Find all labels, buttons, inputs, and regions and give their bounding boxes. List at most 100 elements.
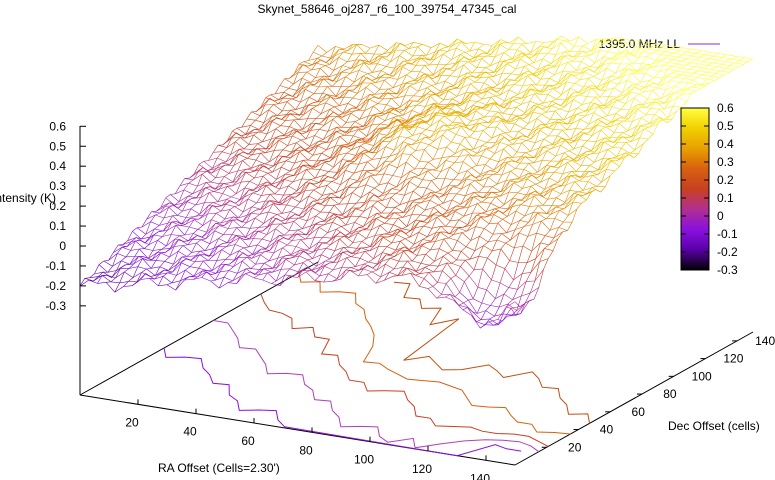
mesh-line-x (622, 136, 632, 142)
mesh-line-y (322, 86, 328, 94)
mesh-line-x (93, 275, 103, 282)
mesh-line-x (408, 198, 418, 202)
mesh-line-y (204, 243, 211, 251)
mesh-line-x (582, 145, 592, 151)
mesh-line-y (482, 257, 488, 270)
mesh-line-y (595, 142, 601, 153)
mesh-line-x (535, 89, 545, 92)
mesh-line-y (476, 212, 482, 216)
mesh-line-y (411, 104, 417, 111)
mesh-line-y (554, 65, 560, 76)
mesh-line-y (591, 39, 597, 51)
mesh-line-y (363, 261, 369, 265)
mesh-line-y (580, 156, 586, 166)
mesh-line-x (535, 41, 545, 43)
mesh-line-y (285, 257, 291, 260)
mesh-line-x (492, 248, 501, 252)
mesh-line-y (512, 192, 518, 199)
mesh-line-y (493, 210, 499, 215)
mesh-line-y (158, 276, 164, 286)
mesh-line-y (645, 67, 651, 74)
mesh-line-x (178, 201, 188, 209)
mesh-line-x (610, 75, 620, 78)
mesh-line-y (326, 141, 332, 150)
mesh-line-y (172, 263, 178, 273)
mesh-line-y (386, 242, 392, 247)
mesh-line-x (162, 221, 173, 232)
mesh-line-y (558, 55, 565, 66)
mesh-line-y (465, 183, 471, 196)
mesh-line-y (319, 266, 325, 277)
mesh-line-x (468, 299, 478, 314)
mesh-line-y (582, 50, 587, 53)
mesh-line-y (477, 130, 484, 140)
mesh-line-y (430, 241, 436, 251)
mesh-line-y (392, 79, 399, 88)
mesh-line-y (379, 161, 386, 172)
mesh-line-y (496, 88, 502, 93)
mesh-line-x (423, 225, 433, 229)
mesh-line-x (335, 144, 344, 147)
mesh-line-x (270, 94, 280, 100)
mesh-line-y (498, 52, 505, 63)
mesh-line-y (591, 141, 597, 151)
mesh-line-y (566, 171, 572, 177)
mesh-line-y (269, 241, 275, 251)
mesh-line-x (398, 144, 408, 154)
mesh-line-x (490, 305, 500, 308)
mesh-line-y (619, 55, 626, 65)
mesh-line-x (133, 258, 143, 265)
mesh-line-y (341, 161, 347, 170)
mesh-line-x (467, 154, 477, 166)
mesh-line-y (620, 50, 626, 53)
mesh-line-y (490, 298, 496, 306)
mesh-line-y (339, 188, 345, 199)
mesh-line-y (395, 241, 401, 251)
mesh-line-y (485, 103, 491, 109)
mesh-line-y (377, 53, 383, 57)
mesh-line-x (252, 248, 262, 255)
mesh-line-y (259, 163, 265, 166)
mesh-line-y (290, 113, 295, 115)
mesh-line-y (466, 109, 473, 117)
mesh-line-x (390, 136, 400, 142)
mesh-line-x (130, 248, 140, 251)
mesh-line-y (458, 161, 464, 175)
mesh-line-x (371, 271, 381, 278)
mesh-line-x (635, 84, 645, 88)
mesh-line-y (273, 203, 279, 205)
mesh-line-y (518, 226, 525, 234)
mesh-line-y (650, 60, 656, 65)
mesh-line-x (672, 105, 682, 108)
mesh-line-y (420, 106, 426, 115)
mesh-line-x (334, 145, 344, 157)
mesh-line-x (252, 192, 262, 196)
mesh-line-y (682, 82, 689, 90)
mesh-line-x (517, 49, 527, 55)
mesh-line-x (165, 197, 175, 206)
mesh-line-y (507, 58, 513, 61)
mesh-line-y (322, 176, 329, 181)
mesh-line-x (445, 226, 455, 228)
mesh-line-x (605, 126, 615, 133)
mesh-line-y (225, 254, 231, 260)
mesh-line-y (433, 64, 439, 75)
mesh-line-x (317, 197, 327, 201)
mesh-line-y (520, 96, 527, 105)
mesh-line-y (506, 224, 512, 233)
mesh-line-y (178, 189, 185, 202)
mesh-line-y (533, 53, 539, 63)
mesh-line-y (411, 255, 418, 262)
mesh-line-x (172, 262, 182, 273)
mesh-line-x (603, 98, 613, 107)
mesh-line-y (158, 230, 164, 232)
mesh-line-x (97, 282, 107, 284)
mesh-line-y (387, 92, 393, 94)
mesh-line-x (399, 55, 409, 62)
mesh-line-y (302, 64, 308, 67)
mesh-line-y (349, 269, 355, 272)
mesh-line-y (331, 95, 337, 97)
mesh-line-x (543, 88, 553, 92)
mesh-line-y (256, 195, 262, 204)
mesh-line-x (595, 96, 605, 107)
